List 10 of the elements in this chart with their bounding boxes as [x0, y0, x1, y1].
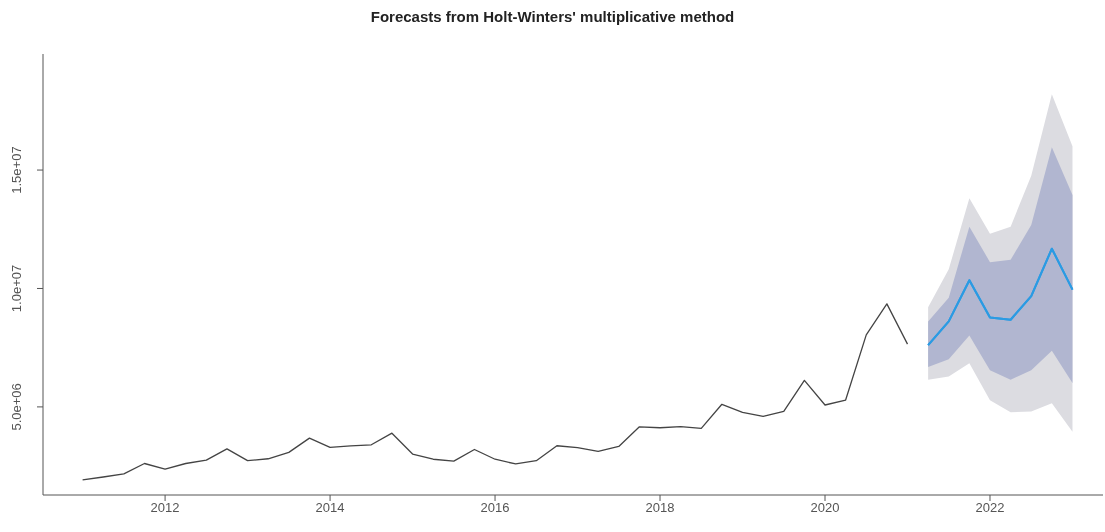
y-tick-label: 1.0e+07 — [9, 264, 24, 313]
y-tick-label: 1.5e+07 — [9, 146, 24, 194]
y-tick-label: 5.0e+06 — [9, 383, 24, 431]
x-tick-label: 2012 — [150, 500, 180, 516]
chart-title: Forecasts from Holt-Winters' multiplicative method — [369, 8, 736, 25]
x-tick-label: 2018 — [645, 500, 675, 516]
x-tick-label: 2022 — [975, 500, 1005, 516]
x-tick-label: 2016 — [480, 500, 510, 516]
x-tick-label: 2020 — [810, 500, 840, 516]
x-tick-label: 2014 — [315, 500, 345, 516]
